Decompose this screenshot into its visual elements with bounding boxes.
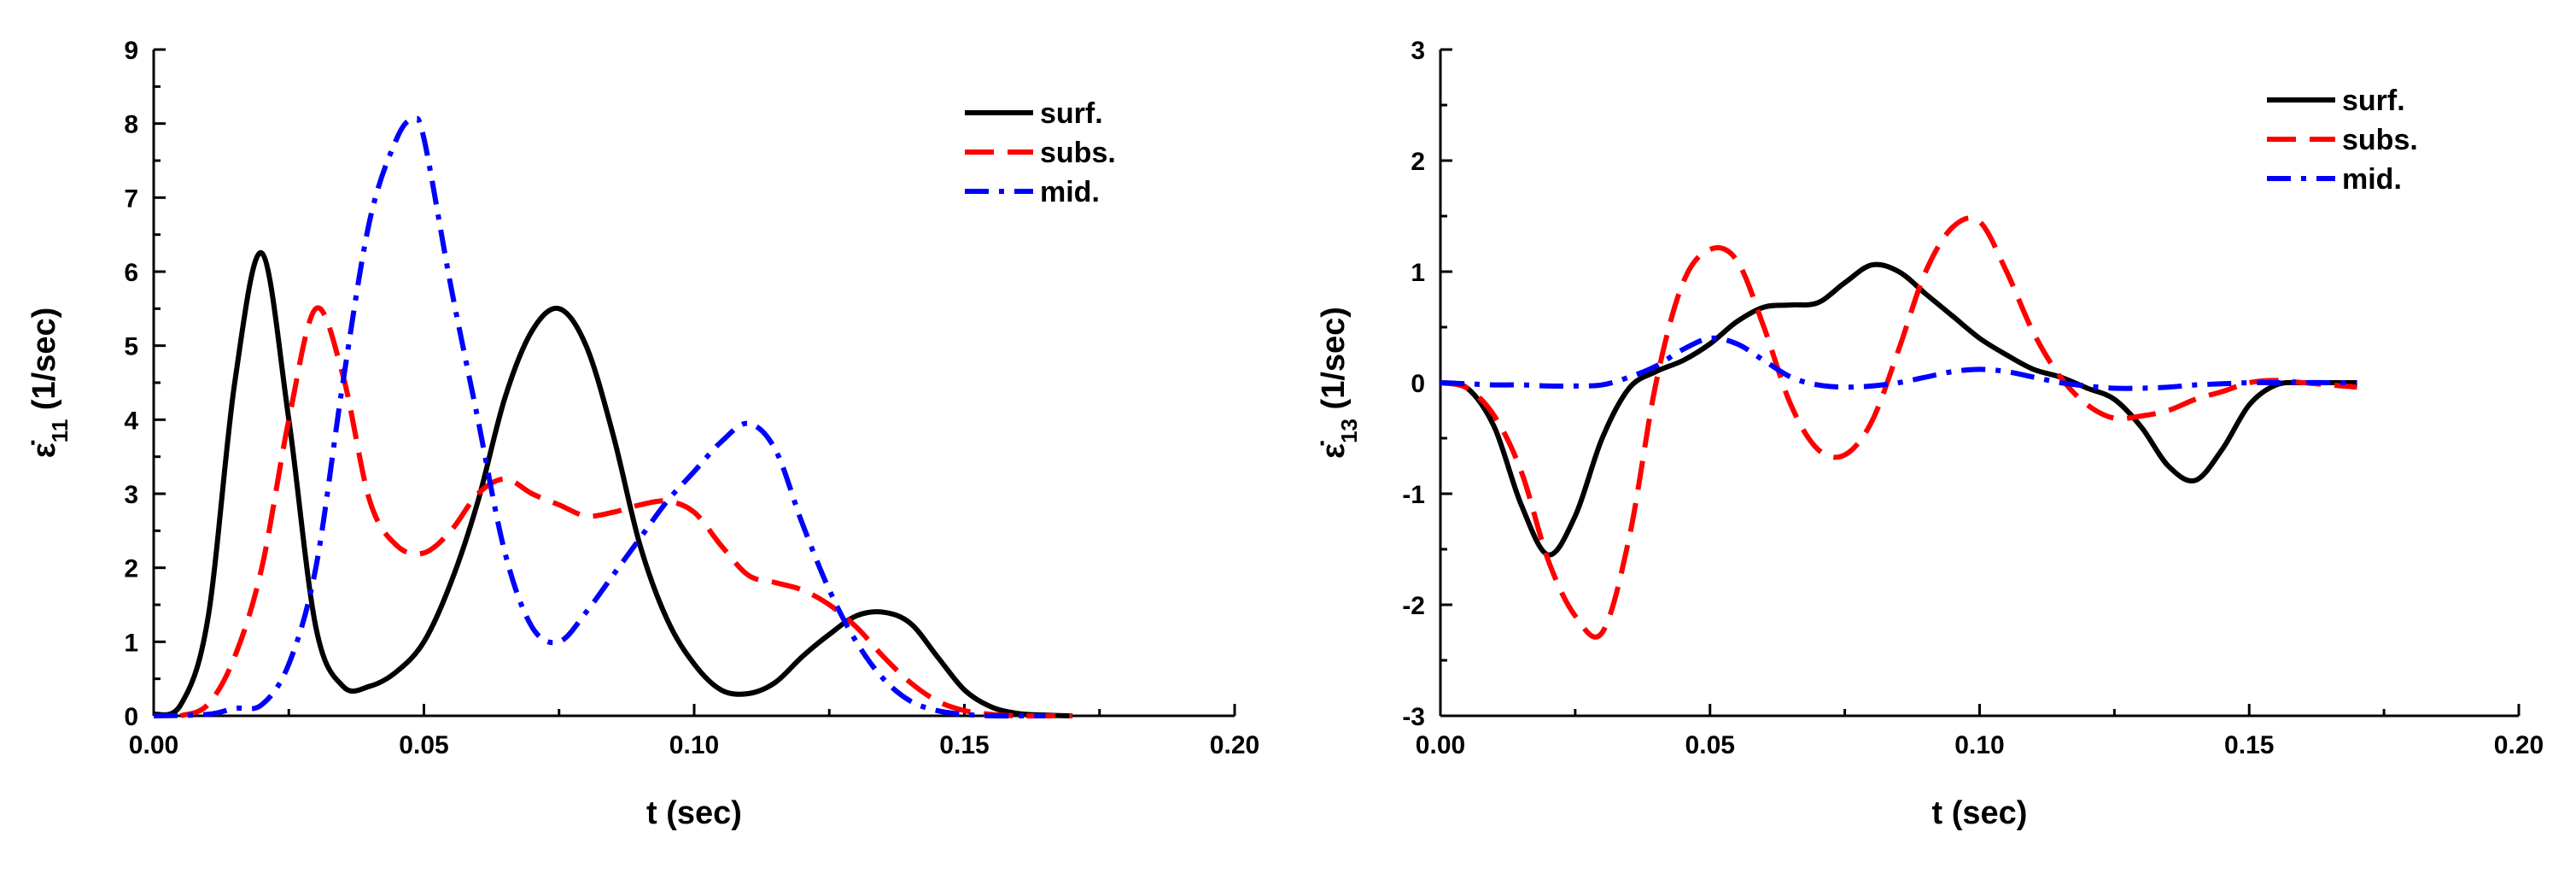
x-tick-label: 0.15 <box>939 731 989 759</box>
y-tick-label: 2 <box>1411 148 1425 176</box>
y-tick-label: 6 <box>124 259 138 287</box>
chart-right: 0.00 0.05 0.10 0.15 0.20 -3 -2 -1 0 1 2 3 t (sec) ε̇1… <box>1316 37 2544 831</box>
y-tick-label: 9 <box>124 37 138 65</box>
legend-label: subs. <box>2342 124 2418 156</box>
y-axis-title-symbol: ε̇ <box>26 440 62 458</box>
y-tick-label: -1 <box>1402 481 1425 509</box>
y-tick-label: 0 <box>1411 370 1425 398</box>
y-tick-label: 1 <box>124 629 138 657</box>
y-axis-title-subscript: 11 <box>47 419 73 443</box>
y-tick-label: 1 <box>1411 259 1425 287</box>
x-tick-label: 0.00 <box>129 731 178 759</box>
y-tick-label: 7 <box>124 185 138 213</box>
x-axis-title: t (sec) <box>646 795 742 831</box>
x-tick-label: 0.00 <box>1416 731 1465 759</box>
y-axis-title: ε̇13 (1/sec) <box>1316 307 1362 459</box>
legend-label: surf. <box>1040 97 1103 130</box>
series-line-subs <box>179 305 1073 719</box>
y-axis-title-unit: (1/sec) <box>1316 307 1352 419</box>
series-line-mid <box>1440 335 2357 391</box>
x-tick-label: 0.15 <box>2224 731 2274 759</box>
y-tick-label: 3 <box>1411 37 1425 65</box>
x-tick-label: 0.20 <box>1210 731 1259 759</box>
x-tick-label: 0.20 <box>2494 731 2544 759</box>
series-line-surf <box>152 250 1073 718</box>
x-tick-label: 0.10 <box>1954 731 2004 759</box>
x-tick-label: 0.05 <box>1685 731 1735 759</box>
legend-label: mid. <box>1040 176 1100 208</box>
y-tick-label: -3 <box>1402 703 1425 731</box>
y-axis-title-subscript: 13 <box>1336 419 1362 443</box>
y-tick-label: -2 <box>1402 592 1425 620</box>
legend-label: surf. <box>2342 85 2405 117</box>
y-axis-title-unit: (1/sec) <box>26 308 62 419</box>
y-tick-label: 8 <box>124 111 138 139</box>
y-tick-label: 0 <box>124 703 138 731</box>
y-tick-label: 2 <box>124 555 138 583</box>
legend-label: subs. <box>1040 137 1116 169</box>
x-tick-label: 0.10 <box>669 731 719 759</box>
y-tick-label: 4 <box>124 407 138 435</box>
series-line-surf <box>1440 261 2357 558</box>
y-axis-title: ε̇11 (1/sec) <box>26 308 73 459</box>
series-line-subs <box>1440 215 2357 640</box>
chart-left: 0.00 0.05 0.10 0.15 0.20 0 1 2 3 4 5 6 7 8 9 t (sec) ε̇1… <box>26 37 1259 831</box>
series-line-mid <box>153 115 1046 719</box>
legend-label: mid. <box>2342 163 2402 196</box>
x-tick-label: 0.05 <box>399 731 448 759</box>
y-axis-title-symbol: ε̇ <box>1316 441 1352 459</box>
x-axis-title: t (sec) <box>1932 795 2028 831</box>
y-tick-label: 3 <box>124 481 138 509</box>
y-tick-label: 5 <box>124 333 138 361</box>
